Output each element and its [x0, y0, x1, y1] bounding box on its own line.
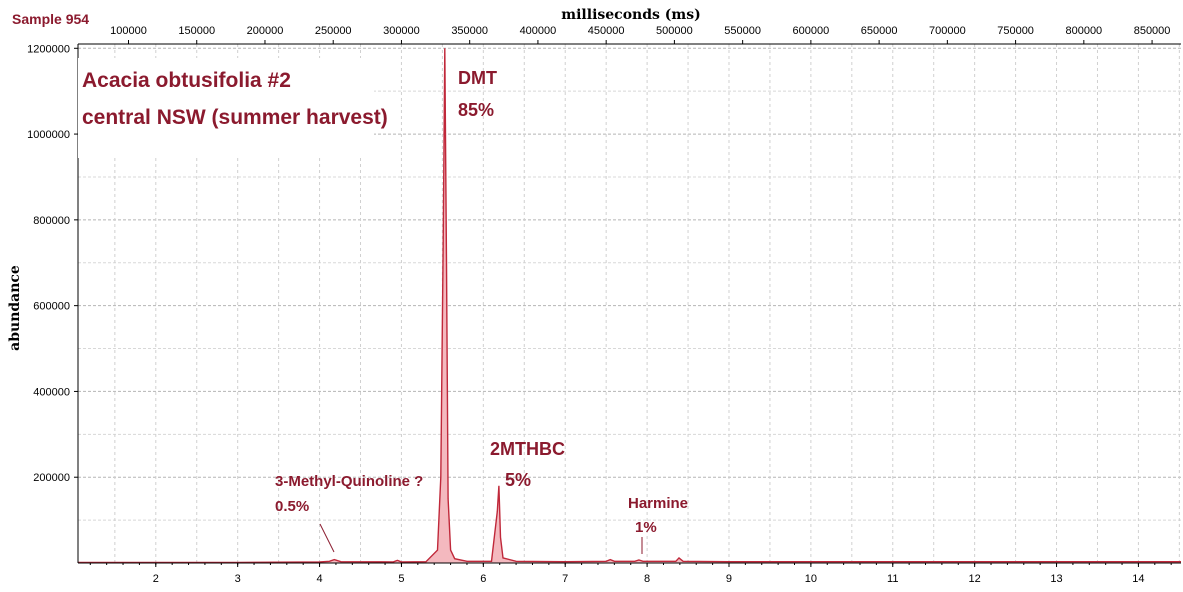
top-tick-label: 250000 [315, 25, 352, 37]
top-tick-label: 300000 [383, 25, 420, 37]
top-tick-label: 700000 [929, 25, 966, 37]
x-tick-label: 10 [805, 573, 817, 585]
x-tick-label: 3 [235, 573, 241, 585]
series-trace [78, 48, 1181, 564]
top-tick-label: 350000 [451, 25, 488, 37]
top-tick-label: 400000 [520, 25, 557, 37]
annotation-2mthbc-percent: 5% [505, 470, 531, 490]
x-tick-label: 11 [887, 573, 898, 585]
x-tick-label: 4 [317, 573, 323, 585]
annotation-2mthbc-name: 2MTHBC [490, 439, 565, 459]
chart-title: Acacia obtusifolia #2 [82, 69, 291, 92]
top-tick-label: 850000 [1134, 25, 1171, 37]
x-tick-label: 2 [153, 573, 159, 585]
top-tick-label: 600000 [793, 25, 830, 37]
x-tick-label: 14 [1132, 573, 1144, 585]
title-box [78, 58, 374, 158]
sample-label: Sample 954 [12, 11, 89, 27]
y-tick-label: 600000 [33, 301, 70, 313]
top-tick-label: 200000 [247, 25, 284, 37]
y-tick-label: 400000 [33, 386, 70, 398]
x-tick-label: 6 [480, 573, 486, 585]
top-tick-label: 550000 [724, 25, 761, 37]
top-tick-label: 500000 [656, 25, 693, 37]
x-tick-label: 5 [398, 573, 404, 585]
top-tick-label: 450000 [588, 25, 625, 37]
top-tick-label: 750000 [997, 25, 1034, 37]
x-tick-label: 9 [726, 573, 732, 585]
top-tick-label: 800000 [1065, 25, 1102, 37]
chart-subtitle: central NSW (summer harvest) [82, 106, 388, 129]
annotation-harmine-percent: 1% [635, 519, 657, 536]
axes: 2 3 4 5 6 7 8 9 10 11 12 13 14 200000 400000 600000 8000… [27, 25, 1181, 585]
y-tick-label: 1200000 [27, 43, 70, 55]
top-tick-label: 150000 [178, 25, 215, 37]
x-tick-label: 8 [644, 573, 650, 585]
y-tick-label: 1000000 [27, 129, 70, 141]
annotation-quinoline-pointer [319, 523, 335, 553]
y-tick-label: 200000 [33, 472, 70, 484]
y-axis-title: abundance [7, 265, 23, 351]
annotation-harmine-name: Harmine [628, 495, 688, 512]
annotation-dmt-name: DMT [458, 68, 497, 88]
top-tick-label: 650000 [861, 25, 898, 37]
top-axis-title: milliseconds (ms) [561, 7, 700, 23]
y-tick-label: 800000 [33, 215, 70, 227]
annotation-dmt-percent: 85% [458, 100, 494, 120]
top-tick-label: 100000 [110, 25, 147, 37]
x-tick-label: 7 [562, 573, 568, 585]
annotation-quinoline-percent: 0.5% [275, 498, 309, 515]
x-tick-label: 13 [1050, 573, 1062, 585]
x-tick-label: 12 [969, 573, 981, 585]
annotation-quinoline-name: 3-Methyl-Quinoline ? [275, 473, 423, 490]
